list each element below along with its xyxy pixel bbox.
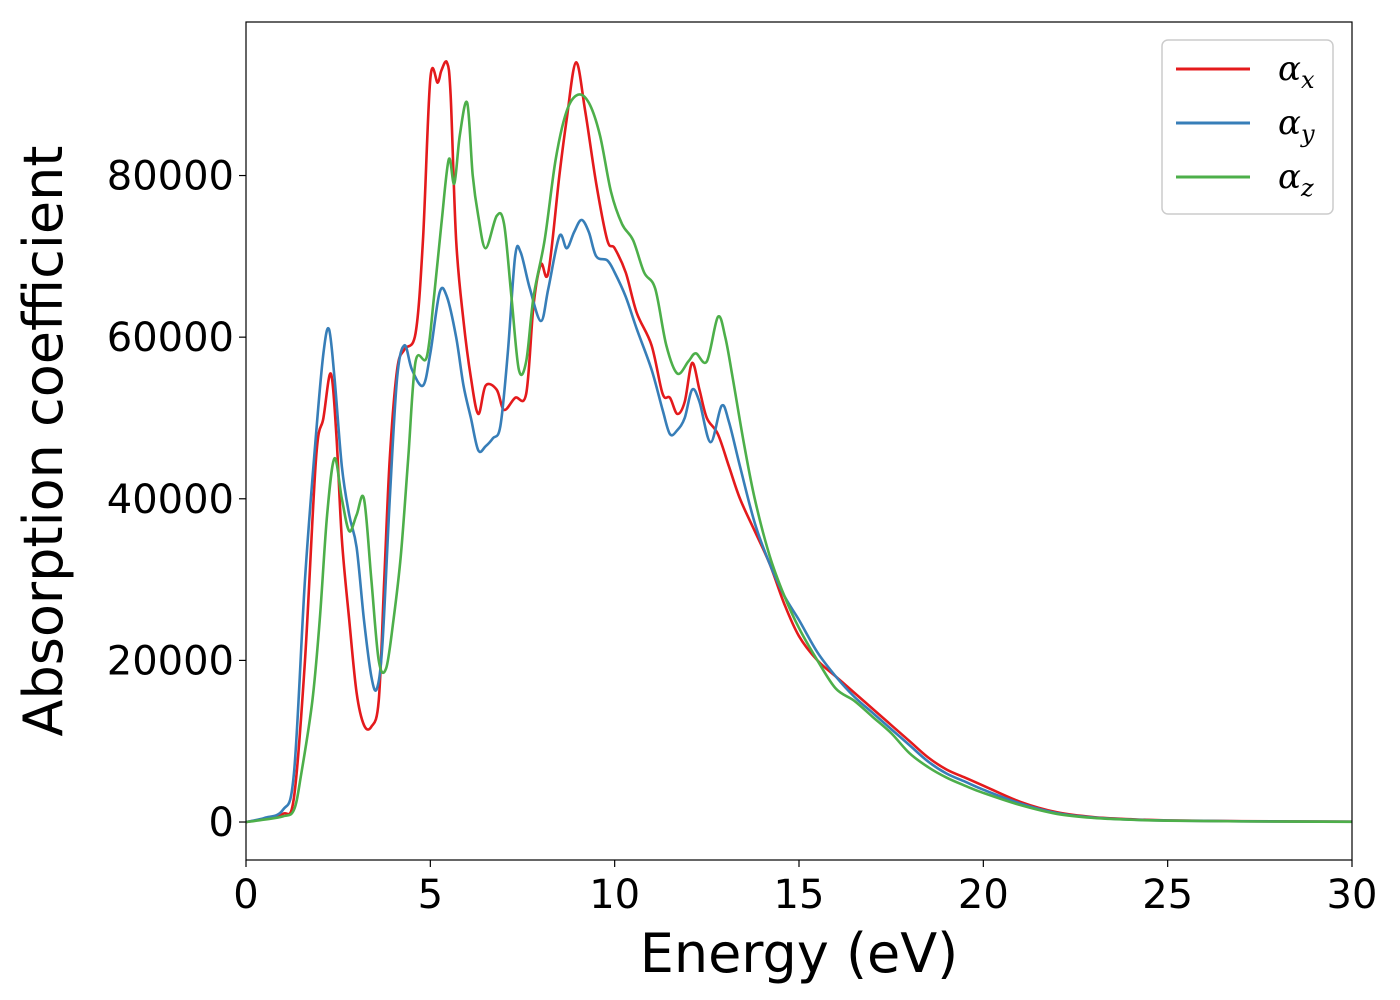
legend-label-alpha-z: αz [1278,157,1314,202]
x-axis-ticks: 0 5 10 15 20 25 30 [233,860,1377,918]
legend-label-alpha-y: αy [1278,103,1315,148]
x-tick-label: 0 [233,872,258,918]
x-tick-label: 10 [589,872,640,918]
legend-label-alpha-x: αx [1278,49,1315,94]
x-tick-label: 20 [958,872,1009,918]
y-tick-label: 0 [209,800,234,846]
x-tick-label: 15 [774,872,825,918]
y-tick-label: 40000 [107,477,234,523]
legend-box [1161,39,1334,215]
x-tick-label: 25 [1142,872,1193,918]
x-tick-label: 30 [1327,872,1378,918]
series-line-alpha-x [246,60,1352,824]
y-axis-ticks: 0 20000 40000 60000 80000 [107,154,246,846]
series-line-alpha-y [246,218,1352,824]
legend: αx αy αz [1161,39,1334,215]
x-axis-label: Energy (eV) [640,922,959,985]
series-lines [246,60,1352,824]
series-line-alpha-z [246,93,1352,824]
y-tick-label: 60000 [107,315,234,361]
y-tick-label: 20000 [107,638,234,684]
y-tick-label: 80000 [107,154,234,200]
x-tick-label: 5 [418,872,443,918]
y-axis-label: Absorption coefficient [12,146,75,737]
